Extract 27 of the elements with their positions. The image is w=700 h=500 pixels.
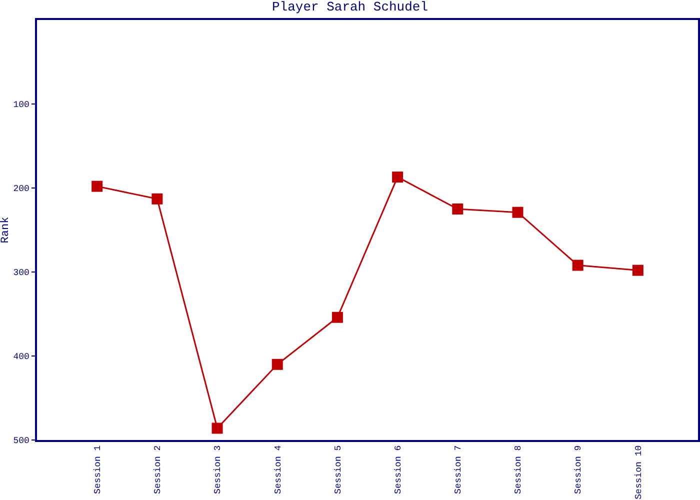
x-tick-label: Session 9	[574, 445, 584, 494]
x-tick-label: Session 6	[393, 445, 404, 494]
x-tick-label: Session 2	[153, 445, 164, 494]
y-tick-label: 300	[13, 268, 30, 278]
y-axis-title: Rank	[0, 216, 12, 244]
x-tick-label: Session 3	[213, 445, 224, 494]
x-tick-label: Session 10	[634, 445, 644, 500]
y-tick-label: 500	[13, 436, 30, 446]
chart-title: Player Sarah Schudel	[272, 0, 428, 15]
x-tick-label: Session 4	[273, 445, 284, 494]
y-tick-label: 100	[13, 100, 30, 110]
point	[152, 193, 163, 204]
point	[392, 172, 404, 183]
y-tick-label: 400	[13, 352, 30, 362]
point	[572, 260, 584, 271]
point	[452, 204, 464, 214]
point	[332, 312, 343, 323]
point	[512, 206, 524, 218]
y-tick-label: 200	[13, 184, 30, 194]
point	[92, 180, 103, 192]
point	[272, 358, 283, 370]
x-tick-label: Session 7	[454, 445, 464, 494]
point	[632, 264, 644, 276]
x-tick-label: Session 5	[333, 445, 344, 494]
x-tick-label: Session 8	[514, 445, 524, 494]
x-tick-label: Session 1	[93, 445, 104, 494]
point	[212, 422, 223, 434]
